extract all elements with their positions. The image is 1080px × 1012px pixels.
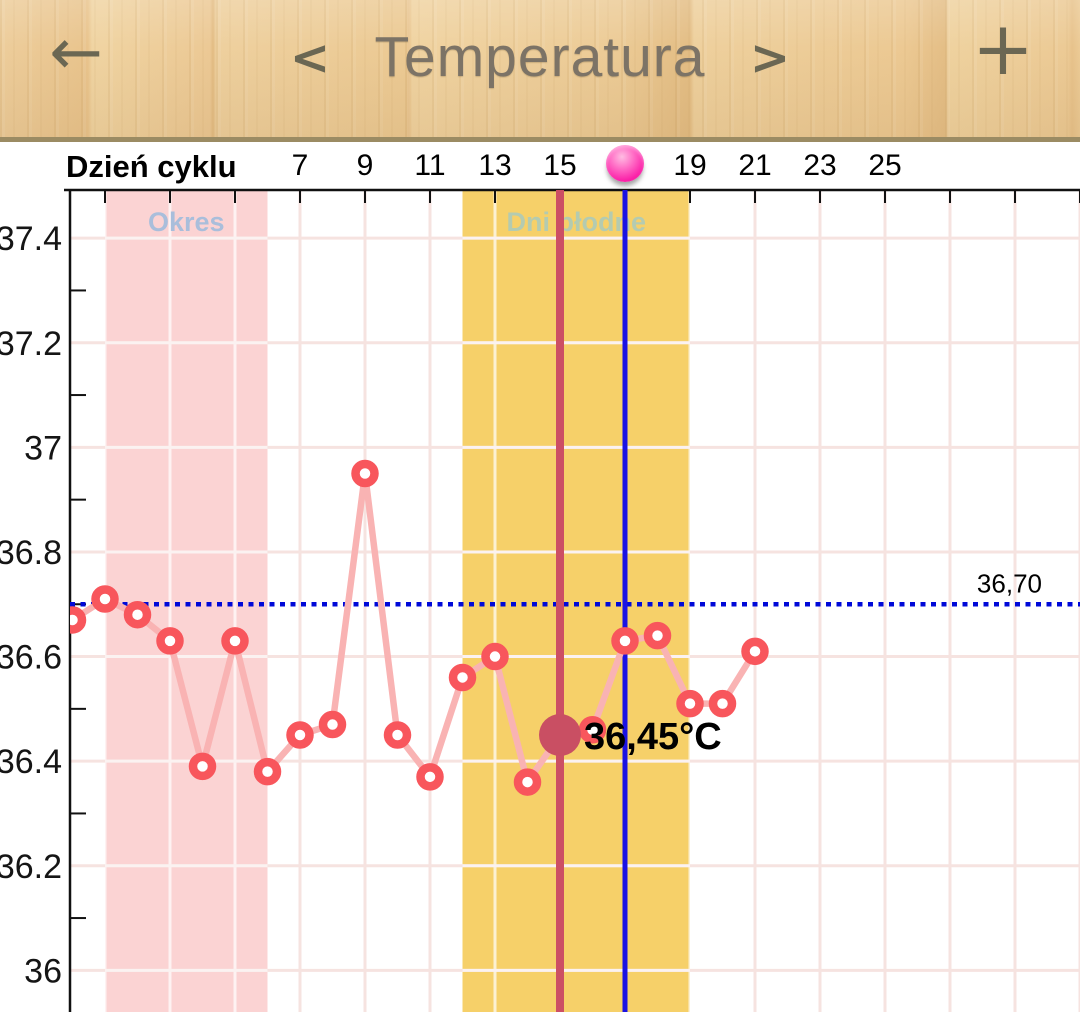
data-point-day-2[interactable]	[123, 600, 152, 629]
page-title: Temperatura	[374, 25, 706, 89]
y-axis-label-36.6: 36.6	[0, 639, 62, 677]
data-point-day-11[interactable]	[416, 763, 444, 791]
cycle-day-number-7: 7	[291, 149, 309, 182]
cycle-day-number-13: 13	[478, 149, 512, 182]
data-point-day-0[interactable]	[63, 606, 87, 634]
y-axis-label-37.4: 37.4	[0, 220, 62, 258]
data-point-day-19[interactable]	[676, 689, 704, 718]
app-header: ← < Temperatura > +	[0, 0, 1080, 142]
y-axis-label-37.2: 37.2	[0, 325, 62, 363]
data-point-day-4[interactable]	[188, 752, 217, 781]
prev-cycle-button[interactable]: <	[289, 30, 331, 86]
data-point-day-21[interactable]	[741, 637, 769, 666]
data-point-day-17[interactable]	[611, 627, 639, 655]
data-point-day-3[interactable]	[156, 627, 184, 655]
data-point-day-5[interactable]	[221, 627, 249, 655]
data-point-day-9[interactable]	[351, 459, 379, 488]
y-axis-label-36.2: 36.2	[0, 848, 62, 886]
temperature-line	[70, 473, 758, 790]
cycle-day-row: Dzień cyklu 7 9 11 13 15 19 21 23 25	[0, 142, 1080, 188]
cycle-day-number-25: 25	[868, 149, 902, 182]
cycle-day-number-11: 11	[414, 149, 446, 182]
data-point-day-20[interactable]	[708, 689, 737, 718]
add-entry-button[interactable]: +	[971, 6, 1034, 92]
series-layer	[63, 459, 769, 796]
period-band	[105, 190, 268, 1012]
temperature-chart[interactable]: 36 36.2 36.4 36.6 36.8 37 37.2 37.4 Okres Dni pło…	[0, 188, 1080, 1012]
fertile-band	[462, 190, 690, 1012]
cycle-day-number-9: 9	[356, 149, 374, 182]
data-point-day-13[interactable]	[481, 642, 509, 671]
cycle-day-axis-label: Dzień cyklu	[66, 149, 237, 184]
data-point-day-14[interactable]	[513, 768, 542, 796]
selected-point-label: 36,45°C	[584, 716, 722, 758]
data-point-day-12[interactable]	[448, 663, 477, 692]
data-point-day-1[interactable]	[91, 585, 119, 613]
cycle-day-number-15: 15	[543, 149, 577, 182]
y-axis-label-36.4: 36.4	[0, 743, 62, 781]
y-axis-label-37: 37	[24, 429, 62, 467]
ovulation-ball-icon	[606, 145, 644, 182]
cycle-day-number-19: 19	[673, 149, 707, 182]
data-point-day-8[interactable]	[318, 710, 347, 739]
y-axis-label-36.8: 36.8	[0, 534, 62, 572]
data-point-day-18[interactable]	[643, 621, 672, 650]
cycle-day-number-21: 21	[738, 149, 772, 182]
data-point-day-16[interactable]	[578, 716, 607, 744]
cycle-day-number-23: 23	[803, 149, 837, 182]
back-arrow-icon[interactable]: ←	[49, 16, 103, 90]
coverline-value-label: 36,70	[977, 568, 1042, 598]
selected-point-marker[interactable]	[539, 714, 581, 756]
data-point-day-7[interactable]	[286, 721, 314, 749]
data-point-day-6[interactable]	[253, 757, 282, 786]
period-band-label: Okres	[148, 207, 225, 237]
y-axis-label-36: 36	[24, 952, 62, 990]
next-cycle-button[interactable]: >	[749, 30, 791, 86]
data-point-day-10[interactable]	[383, 721, 412, 749]
